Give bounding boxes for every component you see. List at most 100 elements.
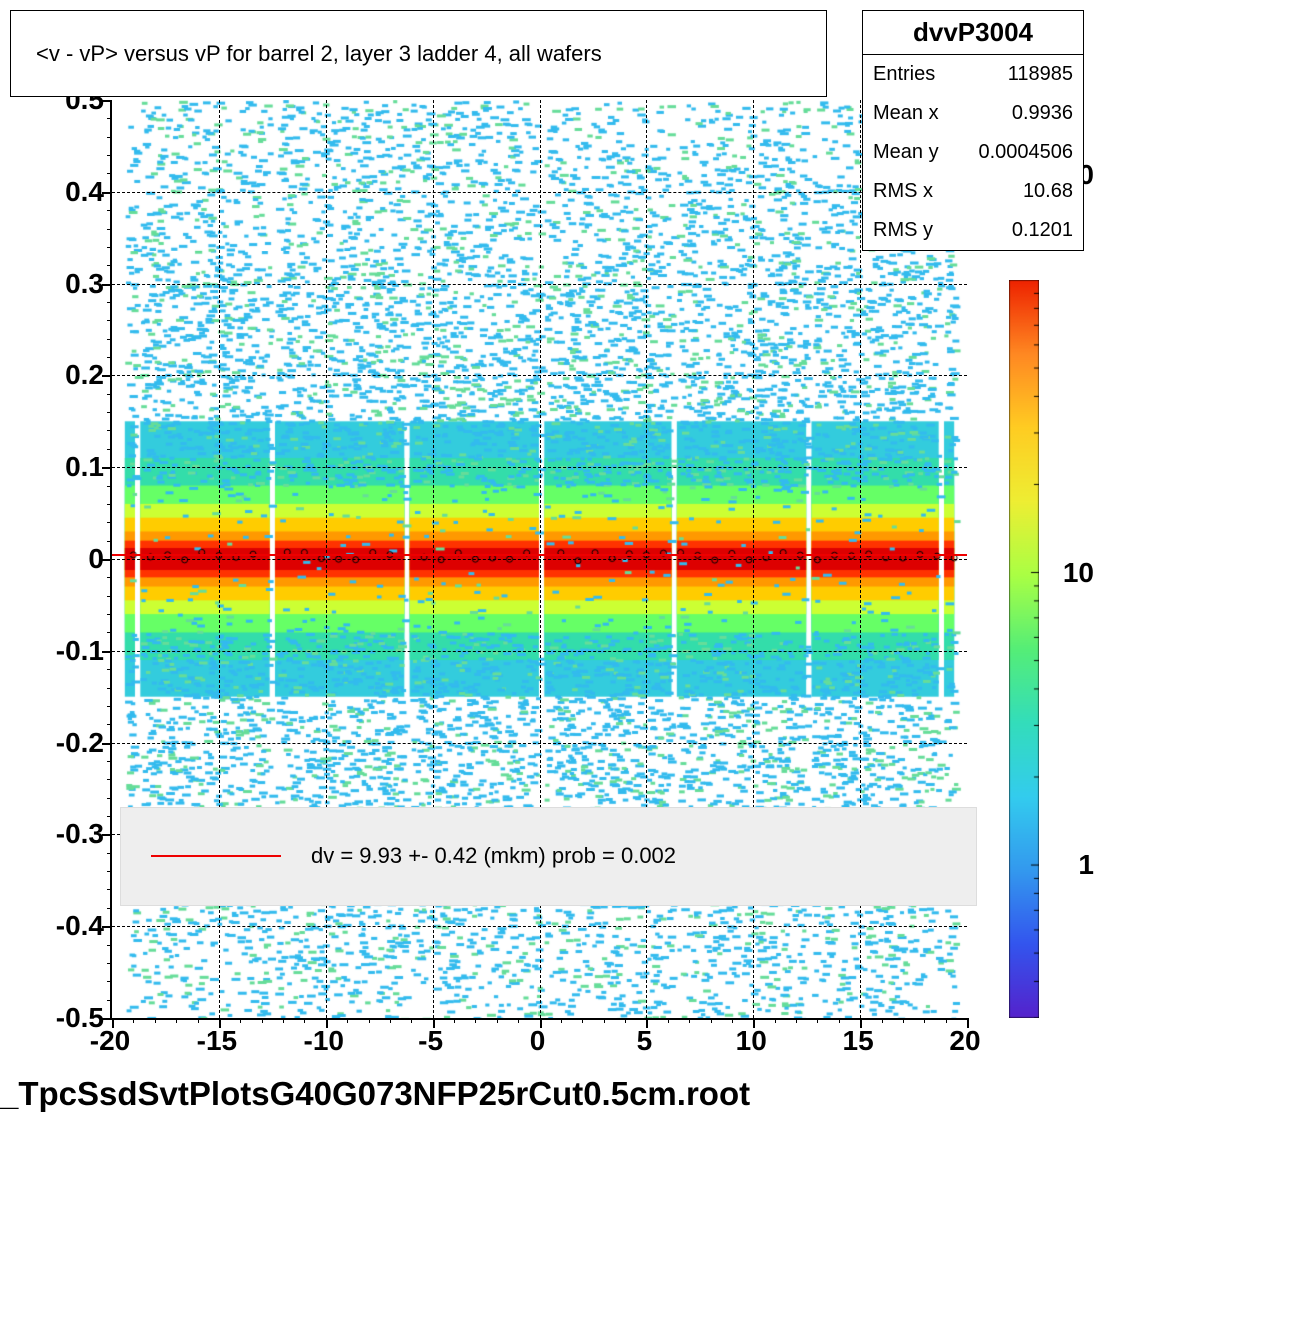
ytick-minor: [107, 889, 112, 890]
xtick-label: -15: [197, 1025, 237, 1057]
ytick-minor: [107, 430, 112, 431]
legend-box: dv = 9.93 +- 0.42 (mkm) prob = 0.002: [120, 807, 977, 906]
plot-title-box: <v - vP> versus vP for barrel 2, layer 3…: [10, 10, 827, 97]
xtick-label: 10: [736, 1025, 767, 1057]
xtick-minor: [518, 1018, 519, 1023]
stats-row: Entries118985: [863, 55, 1083, 94]
ytick-minor: [107, 394, 112, 395]
xtick-minor: [924, 1018, 925, 1023]
xtick-minor: [411, 1018, 412, 1023]
xtick-label: -10: [304, 1025, 344, 1057]
stats-row: RMS x10.68: [863, 172, 1083, 211]
ytick-minor: [107, 137, 112, 138]
ytick-minor: [107, 853, 112, 854]
xtick-minor: [433, 1018, 434, 1023]
xtick-minor: [646, 1018, 647, 1023]
ytick-minor: [107, 816, 112, 817]
ytick-label: -0.1: [24, 635, 104, 667]
ytick-minor: [107, 118, 112, 119]
xtick-minor: [625, 1018, 626, 1023]
stats-value: 0.1201: [1012, 219, 1073, 242]
ytick-minor: [107, 706, 112, 707]
ytick-minor: [107, 302, 112, 303]
ytick-minor: [107, 963, 112, 964]
xtick-minor: [796, 1018, 797, 1023]
xtick-label: 0: [530, 1025, 546, 1057]
colorbar: [1009, 280, 1039, 1018]
ytick-label: -0.2: [24, 727, 104, 759]
ytick-minor: [107, 577, 112, 578]
xtick-minor: [497, 1018, 498, 1023]
stats-value: 0.9936: [1012, 102, 1073, 125]
ytick-minor: [107, 871, 112, 872]
stats-box: dvvP3004 Entries118985Mean x0.9936 Mean y…: [862, 10, 1084, 251]
xtick-minor: [668, 1018, 669, 1023]
xtick-minor: [540, 1018, 541, 1023]
ytick-minor: [107, 1000, 112, 1001]
ytick-minor: [107, 688, 112, 689]
ytick-label: 0: [24, 543, 104, 575]
xtick-label: 20: [949, 1025, 980, 1057]
xtick-minor: [903, 1018, 904, 1023]
ytick-minor: [107, 908, 112, 909]
ytick-minor: [107, 614, 112, 615]
xtick-minor: [112, 1018, 113, 1023]
plot-title: <v - vP> versus vP for barrel 2, layer 3…: [36, 41, 602, 67]
stats-label: RMS x: [873, 180, 933, 203]
legend-line-sample: [151, 855, 281, 857]
xtick-minor: [454, 1018, 455, 1023]
stats-row: RMS y 0.1201: [863, 211, 1083, 250]
legend-text: dv = 9.93 +- 0.42 (mkm) prob = 0.002: [311, 843, 676, 869]
xtick-minor: [753, 1018, 754, 1023]
ytick-minor: [107, 449, 112, 450]
xtick-minor: [582, 1018, 583, 1023]
ytick-minor: [107, 945, 112, 946]
ytick-label: 0.3: [24, 268, 104, 300]
stats-value: 0.0004506: [978, 141, 1073, 164]
xtick-minor: [604, 1018, 605, 1023]
xtick-minor: [561, 1018, 562, 1023]
ytick-minor: [107, 265, 112, 266]
xtick-minor: [133, 1018, 134, 1023]
xtick-minor: [369, 1018, 370, 1023]
xtick-minor: [475, 1018, 476, 1023]
ytick-minor: [107, 669, 112, 670]
ytick-minor: [107, 229, 112, 230]
ytick-minor: [107, 596, 112, 597]
stats-label: Mean y: [873, 141, 939, 164]
colorbar-tick-label: 1: [1078, 849, 1094, 881]
ytick-minor: [107, 247, 112, 248]
stats-title: dvvP3004: [863, 11, 1083, 55]
ytick-minor: [107, 412, 112, 413]
xtick-minor: [817, 1018, 818, 1023]
xtick-minor: [262, 1018, 263, 1023]
xtick-minor: [732, 1018, 733, 1023]
xtick-label: 5: [637, 1025, 653, 1057]
xtick-minor: [304, 1018, 305, 1023]
ytick-minor: [107, 504, 112, 505]
stats-value: 118985: [1008, 63, 1073, 86]
xtick-minor: [711, 1018, 712, 1023]
ytick-label: 0.1: [24, 451, 104, 483]
ytick-minor: [107, 541, 112, 542]
ytick-minor: [107, 724, 112, 725]
xtick-minor: [176, 1018, 177, 1023]
xtick-minor: [390, 1018, 391, 1023]
xtick-minor: [882, 1018, 883, 1023]
ytick-minor: [107, 339, 112, 340]
ytick-minor: [107, 632, 112, 633]
xtick-minor: [839, 1018, 840, 1023]
ytick-label: 0.2: [24, 359, 104, 391]
xtick-minor: [240, 1018, 241, 1023]
ytick-minor: [107, 100, 112, 101]
xtick-label: -5: [418, 1025, 443, 1057]
stats-label: RMS y: [873, 219, 933, 242]
xtick-minor: [967, 1018, 968, 1023]
xtick-minor: [689, 1018, 690, 1023]
ytick-minor: [107, 761, 112, 762]
ytick-minor: [107, 779, 112, 780]
xtick-minor: [283, 1018, 284, 1023]
stats-row: Mean x0.9936: [863, 94, 1083, 133]
filename-text: _TpcSsdSvtPlotsG40G073NFP25rCut0.5cm.roo…: [0, 1075, 750, 1113]
xtick-minor: [860, 1018, 861, 1023]
